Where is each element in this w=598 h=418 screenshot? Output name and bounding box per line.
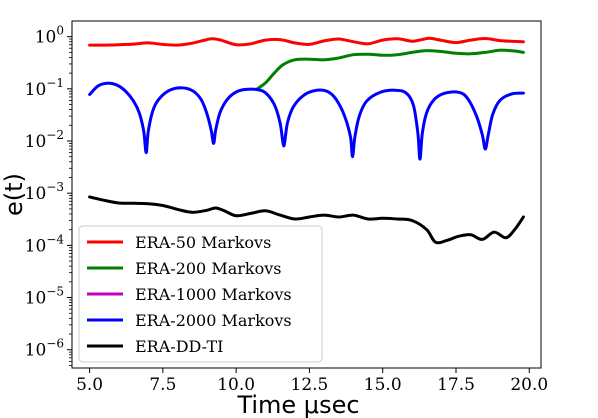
y-axis-title: e(t) <box>0 173 28 216</box>
x-tick-label: 15.0 <box>364 375 402 395</box>
y-tick-label: 10−5 <box>25 285 64 309</box>
y-tick-label: 10−6 <box>25 337 64 361</box>
x-tick-label: 5.0 <box>76 375 103 395</box>
plot-frame <box>71 20 542 369</box>
x-tick-label: 17.5 <box>437 375 475 395</box>
x-axis-title: Time μsec <box>236 391 359 418</box>
series-line-2 <box>255 48 525 91</box>
series-line-1 <box>88 36 525 47</box>
axes: 5.0 7.5 10.0 12.5 15.0 17.5 20.0 100 10−1 10−2 10−… <box>0 20 548 418</box>
x-tick-label: 10.0 <box>217 375 255 395</box>
y-tick-label: 10−2 <box>25 128 64 152</box>
y-tick-label: 10−3 <box>25 180 64 204</box>
series-line-4 <box>88 81 525 161</box>
x-tick-label: 20.0 <box>510 375 548 395</box>
legend-label: ERA-1000 Markovs <box>135 285 292 304</box>
plot-area <box>88 36 525 245</box>
series-line-5 <box>88 195 525 245</box>
legend-box <box>78 225 323 363</box>
y-tick-label: 10−4 <box>25 232 65 256</box>
x-tick-label: 12.5 <box>291 375 329 395</box>
x-tick-label: 7.5 <box>149 375 176 395</box>
y-tick-label: 10−1 <box>25 76 64 100</box>
series-group <box>88 36 525 245</box>
legend: ERA-50 Markovs ERA-200 Markovs ERA-1000 Ma… <box>78 225 323 363</box>
y-tick-label: 100 <box>35 24 64 48</box>
legend-label: ERA-50 Markovs <box>135 233 271 252</box>
legend-label: ERA-2000 Markovs <box>135 311 292 330</box>
legend-label: ERA-200 Markovs <box>135 259 281 278</box>
legend-label: ERA-DD-TI <box>135 337 223 356</box>
